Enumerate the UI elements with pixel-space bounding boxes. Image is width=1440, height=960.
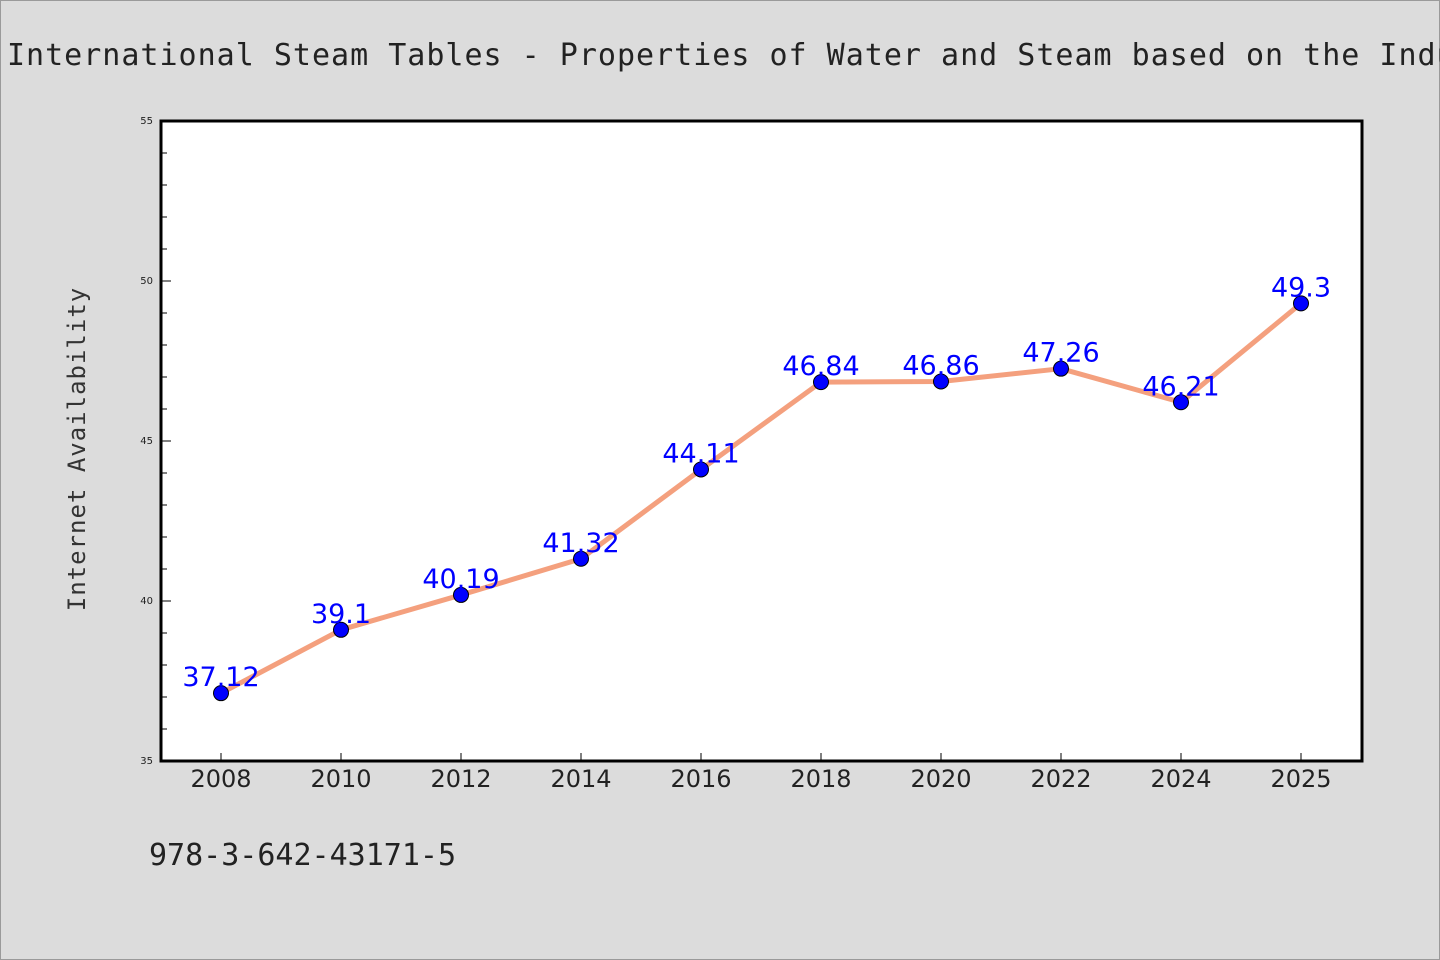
x-tick-label: 2014 (550, 765, 611, 793)
y-tick-label: 45 (140, 436, 153, 447)
x-tick-label: 2016 (670, 765, 731, 793)
x-axis-ticks: 2008 2010 2012 2014 2016 2018 2020 2022 2024 2025 (190, 753, 1332, 793)
data-point (693, 461, 709, 478)
x-tick-label: 2008 (190, 765, 251, 793)
data-point (813, 374, 829, 391)
data-point (333, 621, 349, 638)
chart-title: International Steam Tables - Properties … (7, 38, 1440, 73)
x-tick-label: 2010 (310, 765, 371, 793)
x-tick-label: 2012 (430, 765, 491, 793)
y-axis-ticks: 35 40 45 50 55 (140, 116, 171, 767)
data-point (1293, 295, 1309, 312)
y-axis-label: Internet Availability (63, 287, 91, 611)
isbn-text: 978-3-642-43171-5 (149, 838, 456, 873)
data-point (213, 685, 229, 702)
series-line (218, 300, 1304, 696)
data-point (1173, 394, 1189, 411)
data-label: 46.21 (1142, 371, 1219, 402)
x-tick-label: 2024 (1150, 765, 1211, 793)
data-labels: 37.12 39.1 40.19 41.32 44.11 46.84 46.86 47.26 4… (182, 272, 1331, 693)
x-tick-label: 2022 (1030, 765, 1091, 793)
x-tick-label: 2020 (910, 765, 971, 793)
data-label: 47.26 (1022, 338, 1099, 369)
data-label: 37.12 (182, 662, 259, 693)
data-label: 39.1 (311, 599, 371, 630)
series-line-group (218, 300, 1304, 696)
y-tick-label: 50 (140, 276, 153, 287)
data-point-markers (213, 295, 1309, 702)
data-label: 44.11 (662, 438, 739, 469)
data-label: 46.84 (782, 351, 859, 382)
x-tick-label: 2025 (1270, 765, 1331, 793)
data-point (453, 586, 469, 603)
y-tick-label: 55 (140, 116, 153, 127)
y-tick-label: 40 (140, 596, 153, 607)
x-tick-label: 2018 (790, 765, 851, 793)
data-label: 49.3 (1271, 272, 1331, 303)
y-tick-label: 35 (140, 756, 153, 767)
data-label: 46.86 (902, 350, 979, 381)
data-point (1053, 360, 1069, 377)
plot-area (159, 119, 1364, 763)
data-label: 41.32 (542, 528, 619, 559)
data-point (933, 373, 949, 390)
data-label: 40.19 (422, 564, 499, 595)
data-point (573, 550, 589, 567)
